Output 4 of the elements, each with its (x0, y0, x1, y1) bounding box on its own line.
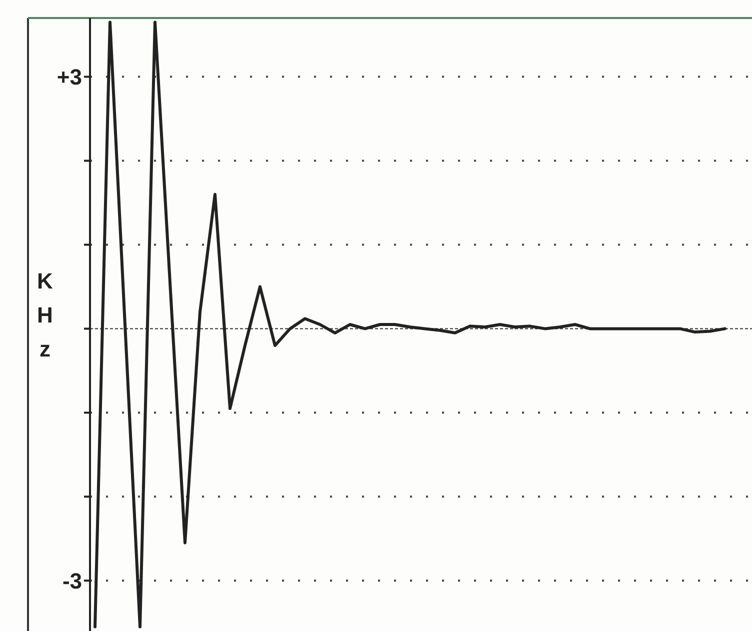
y-tick-label: +3 (56, 64, 82, 90)
y-axis-title: KHz (37, 268, 54, 362)
line-series (94, 20, 726, 628)
y-tick-label: -3 (62, 568, 82, 594)
